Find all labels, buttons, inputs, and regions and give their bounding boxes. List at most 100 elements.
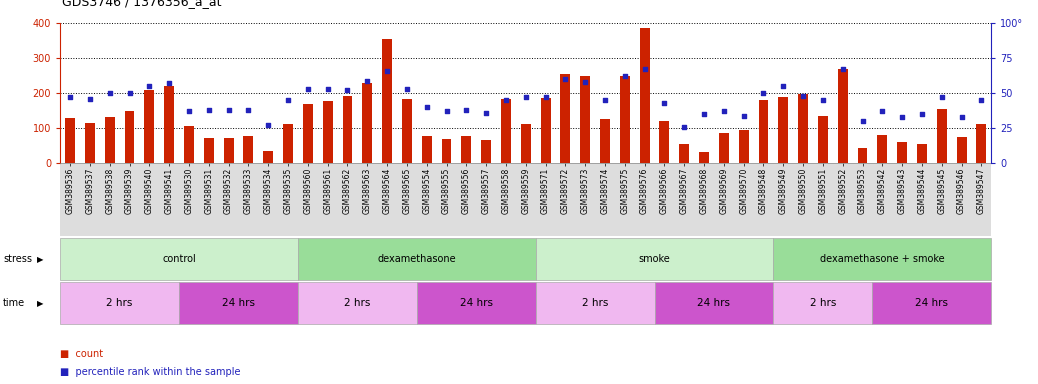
Bar: [759, 100, 768, 163]
Point: [141, 83, 158, 89]
Point: [82, 96, 99, 102]
Bar: [323, 101, 332, 163]
Point: [320, 86, 336, 92]
Text: 24 hrs: 24 hrs: [698, 298, 731, 308]
Text: control: control: [162, 254, 196, 264]
Bar: [639, 28, 650, 163]
Text: dexamethasone + smoke: dexamethasone + smoke: [820, 254, 945, 264]
Text: 2 hrs: 2 hrs: [582, 298, 608, 308]
Text: GDS3746 / 1376356_a_at: GDS3746 / 1376356_a_at: [62, 0, 222, 8]
Point: [62, 94, 79, 100]
Point: [874, 108, 891, 114]
Point: [279, 97, 296, 103]
Bar: [897, 142, 907, 163]
Bar: [719, 133, 729, 163]
Text: ■  count: ■ count: [60, 349, 104, 359]
Point: [894, 114, 910, 120]
Point: [973, 97, 989, 103]
Bar: [303, 104, 312, 163]
Point: [557, 76, 574, 82]
Bar: [937, 109, 947, 163]
Bar: [580, 76, 591, 163]
Point: [933, 94, 950, 100]
Bar: [877, 135, 887, 163]
Bar: [402, 99, 412, 163]
Bar: [818, 116, 828, 163]
Text: 2 hrs: 2 hrs: [810, 298, 836, 308]
Point: [953, 114, 969, 120]
Bar: [343, 96, 353, 163]
Point: [200, 107, 217, 113]
Point: [518, 94, 535, 100]
Bar: [957, 137, 966, 163]
Point: [339, 87, 356, 93]
Point: [775, 83, 792, 89]
Point: [161, 80, 177, 86]
Point: [577, 79, 594, 85]
Point: [815, 97, 831, 103]
Bar: [203, 138, 214, 163]
Bar: [739, 130, 748, 163]
Bar: [917, 144, 927, 163]
Point: [538, 94, 554, 100]
Text: 24 hrs: 24 hrs: [916, 298, 949, 308]
Bar: [541, 98, 550, 163]
Bar: [164, 86, 174, 163]
Bar: [85, 123, 94, 163]
Point: [121, 90, 138, 96]
Point: [835, 66, 851, 72]
Point: [240, 107, 256, 113]
Point: [181, 108, 197, 114]
Point: [379, 68, 395, 74]
Bar: [521, 124, 530, 163]
Bar: [699, 152, 709, 163]
Point: [854, 118, 871, 124]
Point: [913, 111, 930, 117]
Bar: [482, 141, 491, 163]
Bar: [679, 144, 689, 163]
Bar: [223, 138, 234, 163]
Bar: [283, 124, 293, 163]
Bar: [561, 74, 570, 163]
Point: [477, 110, 494, 116]
Point: [795, 93, 812, 99]
Text: dexamethasone: dexamethasone: [378, 254, 456, 264]
Bar: [65, 118, 75, 163]
Point: [102, 90, 118, 96]
Point: [715, 108, 732, 114]
Text: stress: stress: [3, 254, 32, 264]
Bar: [421, 136, 432, 163]
Bar: [184, 126, 194, 163]
Point: [695, 111, 712, 117]
Text: 2 hrs: 2 hrs: [107, 298, 133, 308]
Text: 24 hrs: 24 hrs: [222, 298, 255, 308]
Point: [617, 73, 633, 79]
Point: [220, 107, 237, 113]
Point: [597, 97, 613, 103]
Bar: [798, 94, 808, 163]
Bar: [264, 151, 273, 163]
Bar: [501, 99, 511, 163]
Bar: [620, 76, 630, 163]
Bar: [838, 69, 848, 163]
Bar: [600, 119, 610, 163]
Bar: [778, 97, 788, 163]
Point: [656, 100, 673, 106]
Bar: [441, 139, 452, 163]
Bar: [659, 121, 670, 163]
Text: time: time: [3, 298, 25, 308]
Bar: [105, 117, 114, 163]
Bar: [244, 136, 253, 163]
Point: [260, 122, 276, 128]
Point: [735, 113, 752, 119]
Point: [399, 86, 415, 92]
Point: [458, 107, 474, 113]
Text: 24 hrs: 24 hrs: [460, 298, 493, 308]
Point: [418, 104, 435, 110]
Point: [676, 124, 692, 130]
Point: [756, 90, 772, 96]
Bar: [362, 83, 373, 163]
Point: [359, 78, 376, 84]
Bar: [461, 136, 471, 163]
Point: [636, 66, 653, 72]
